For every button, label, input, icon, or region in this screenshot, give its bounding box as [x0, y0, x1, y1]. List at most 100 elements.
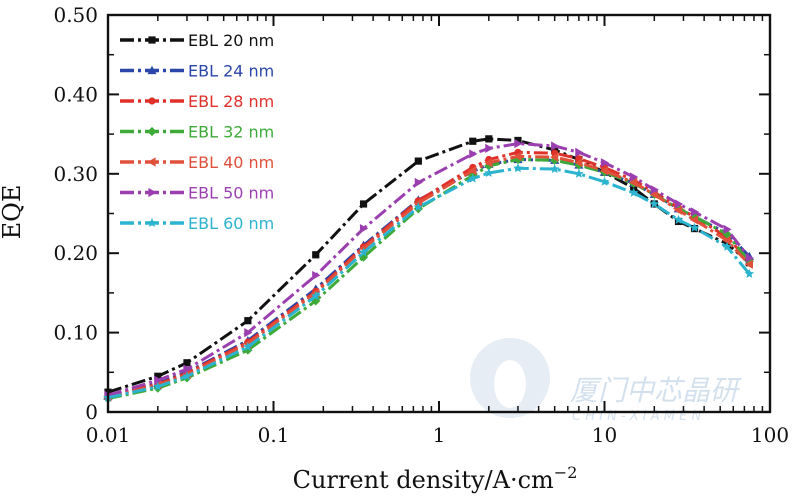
data-point — [513, 163, 523, 173]
data-point — [689, 215, 699, 225]
watermark-text: 厦门中芯晶研 — [570, 374, 742, 407]
series-6 — [104, 139, 754, 400]
data-point — [745, 253, 754, 263]
y-tick-label: 0.10 — [53, 321, 98, 345]
x-tick-label: 100 — [751, 423, 789, 447]
data-point — [154, 372, 162, 380]
data-point — [183, 359, 191, 367]
data-point — [358, 252, 369, 262]
data-point — [244, 328, 253, 338]
data-point — [574, 158, 583, 168]
data-point — [469, 149, 478, 159]
data-point — [599, 176, 610, 186]
data-point — [575, 147, 584, 157]
data-point — [414, 157, 422, 165]
x-tick-label: 0.01 — [86, 423, 131, 447]
watermark-logo-hole — [494, 360, 526, 408]
data-point — [722, 235, 731, 246]
plot-area — [103, 135, 755, 404]
legend-entry: EBL 28 nm — [120, 92, 274, 111]
data-point — [153, 381, 163, 391]
watermark: 厦门中芯晶研 C H I N - X I A M E N — [470, 338, 742, 424]
data-point — [650, 185, 659, 195]
y-tick-label: 0.20 — [53, 241, 98, 265]
legend-entry: EBL 60 nm — [120, 214, 274, 233]
data-point — [484, 158, 493, 168]
series-1 — [104, 135, 753, 396]
data-point — [722, 241, 732, 251]
x-axis-title-main: Current density/A·cm — [293, 466, 554, 494]
data-point — [599, 166, 609, 176]
legend-entry: EBL 50 nm — [120, 184, 274, 203]
x-axis-title-exponent: −2 — [554, 463, 578, 482]
data-point — [600, 158, 610, 168]
legend-label: EBL 20 nm — [188, 31, 274, 50]
y-tick-label: 0 — [85, 400, 98, 424]
data-point — [514, 136, 522, 145]
data-point — [673, 214, 684, 224]
data-point — [513, 151, 522, 161]
legend: EBL 20 nm EBL 24 nm EBL 28 nm EBL 32 nm EBL … — [120, 31, 274, 233]
data-point — [413, 202, 424, 212]
legend-label: EBL 28 nm — [188, 92, 274, 111]
data-point — [243, 341, 253, 351]
data-point — [154, 375, 163, 385]
series-7 — [103, 163, 755, 402]
data-point — [690, 207, 700, 217]
legend-label: EBL 60 nm — [188, 214, 274, 233]
x-tick-label: 10 — [592, 423, 617, 447]
data-point — [744, 268, 755, 278]
data-point — [311, 296, 321, 306]
data-point — [514, 139, 523, 149]
x-tick-label: 1 — [433, 423, 446, 447]
y-tick-label: 0.50 — [53, 3, 98, 27]
legend-marker — [147, 157, 156, 167]
legend-marker — [148, 97, 156, 105]
legend-marker — [148, 36, 156, 44]
data-point — [673, 205, 683, 215]
data-point — [414, 177, 423, 188]
legend-entry: EBL 32 nm — [120, 123, 274, 142]
x-axis-title: Current density/A·cm−2 — [293, 463, 578, 494]
legend-label: EBL 24 nm — [188, 62, 274, 81]
legend-label: EBL 50 nm — [188, 184, 274, 203]
data-point — [629, 177, 638, 188]
watermark-logo-icon — [470, 338, 550, 418]
data-point — [469, 137, 477, 145]
legend-label: EBL 32 nm — [188, 123, 274, 142]
legend-entry: EBL 40 nm — [120, 153, 274, 172]
axes: 0.01 0.1 1 10 100 0 0.10 0.20 0.30 0.40 0.50 — [53, 3, 789, 447]
data-point — [243, 345, 253, 355]
legend-label: EBL 40 nm — [188, 153, 274, 172]
data-point — [358, 247, 369, 257]
y-tick-label: 0.30 — [53, 162, 98, 186]
data-point — [551, 141, 560, 151]
data-point — [484, 168, 494, 178]
data-point — [723, 224, 732, 234]
data-point — [630, 172, 639, 182]
legend-marker — [147, 218, 157, 228]
data-point — [244, 317, 252, 325]
x-tick-label: 0.1 — [258, 423, 290, 447]
legend-entry: EBL 20 nm — [120, 31, 274, 50]
data-point — [628, 187, 639, 197]
data-point — [574, 168, 584, 178]
data-point — [689, 222, 700, 232]
data-point — [468, 173, 478, 183]
data-point — [485, 135, 493, 143]
data-point — [549, 164, 560, 174]
legend-marker — [147, 65, 157, 75]
legend-marker — [148, 187, 157, 198]
legend-marker — [147, 126, 157, 137]
data-point — [485, 143, 494, 153]
data-point — [484, 161, 494, 171]
series-line — [107, 142, 751, 397]
data-point — [359, 200, 368, 208]
data-point — [183, 364, 192, 374]
data-point — [550, 152, 559, 162]
data-point — [468, 166, 477, 176]
data-point — [649, 198, 660, 209]
data-point — [312, 270, 321, 281]
data-point — [312, 251, 320, 259]
